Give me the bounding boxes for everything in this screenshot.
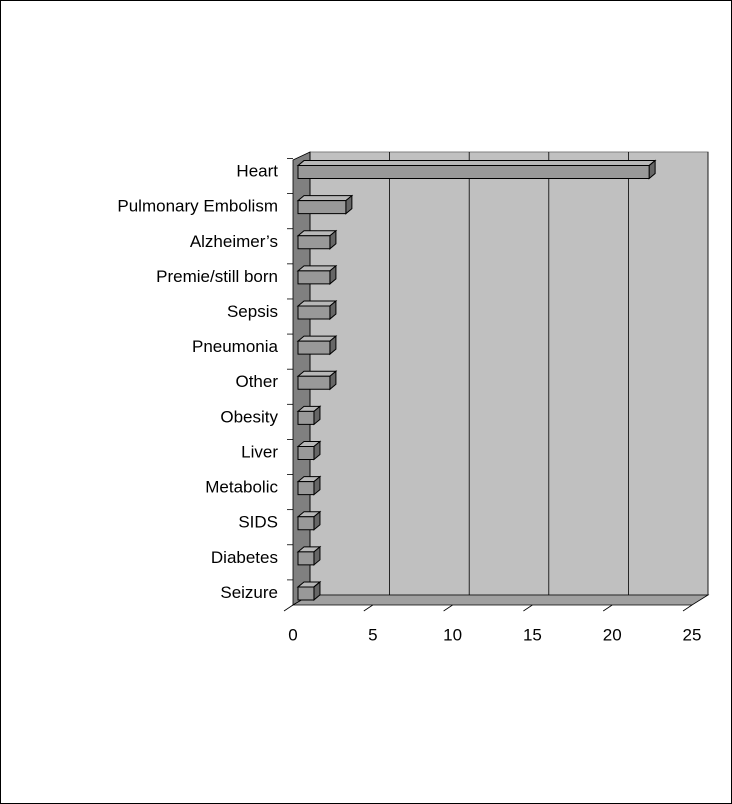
x-tick-label: 15 <box>523 625 542 644</box>
bar-face <box>297 551 315 566</box>
y-tick-label: Alzheimer’s <box>190 232 278 251</box>
bar <box>296 405 322 426</box>
bar-face <box>296 160 657 167</box>
y-tick-label: Seizure <box>220 583 278 602</box>
bar-face <box>297 200 347 215</box>
x-tick <box>602 604 613 612</box>
x-tick-label: 25 <box>683 625 702 644</box>
bar-face <box>297 375 331 390</box>
floor <box>291 594 710 606</box>
bar <box>296 194 354 215</box>
bar <box>296 159 657 180</box>
bar <box>296 335 338 356</box>
bar <box>296 229 338 250</box>
y-tick-label: Pulmonary Embolism <box>117 197 278 216</box>
bar-face <box>297 410 315 425</box>
x-tick <box>363 604 374 612</box>
bar <box>296 510 322 531</box>
y-tick-label: Sepsis <box>227 302 278 321</box>
x-tick-label: 10 <box>443 625 462 644</box>
bar <box>296 370 338 391</box>
y-tick-label: Diabetes <box>211 548 278 567</box>
bar <box>296 440 322 461</box>
y-tick-label: Premie/still born <box>156 267 278 286</box>
bar <box>296 299 338 321</box>
x-tick <box>283 604 294 612</box>
bar-face <box>297 165 650 180</box>
bar <box>296 475 322 496</box>
bar-face <box>297 481 315 496</box>
x-tick-label: 5 <box>368 625 377 644</box>
bar <box>296 545 322 566</box>
y-tick-label: Heart <box>236 162 278 181</box>
y-tick-label: Metabolic <box>205 478 278 497</box>
x-tick <box>523 604 533 612</box>
y-tick-label: Obesity <box>220 407 278 426</box>
bar-face <box>297 305 331 320</box>
x-tick-label: 20 <box>603 625 622 644</box>
y-tick-label: Other <box>235 372 278 391</box>
back-wall <box>309 151 709 596</box>
y-tick-label: Pneumonia <box>192 337 279 356</box>
bar-face <box>297 270 331 285</box>
bar <box>296 264 338 285</box>
bar <box>296 580 322 602</box>
bar-face <box>297 340 331 355</box>
bar-face <box>297 516 315 531</box>
bar-face <box>296 195 354 202</box>
bar-face <box>297 445 315 460</box>
y-tick-label: Liver <box>241 442 278 461</box>
bar-face <box>297 235 331 250</box>
bar-face <box>297 586 315 601</box>
x-tick <box>443 604 453 612</box>
x-tick <box>682 604 693 612</box>
y-tick-label: SIDS <box>238 513 278 532</box>
x-tick-label: 0 <box>288 625 297 644</box>
